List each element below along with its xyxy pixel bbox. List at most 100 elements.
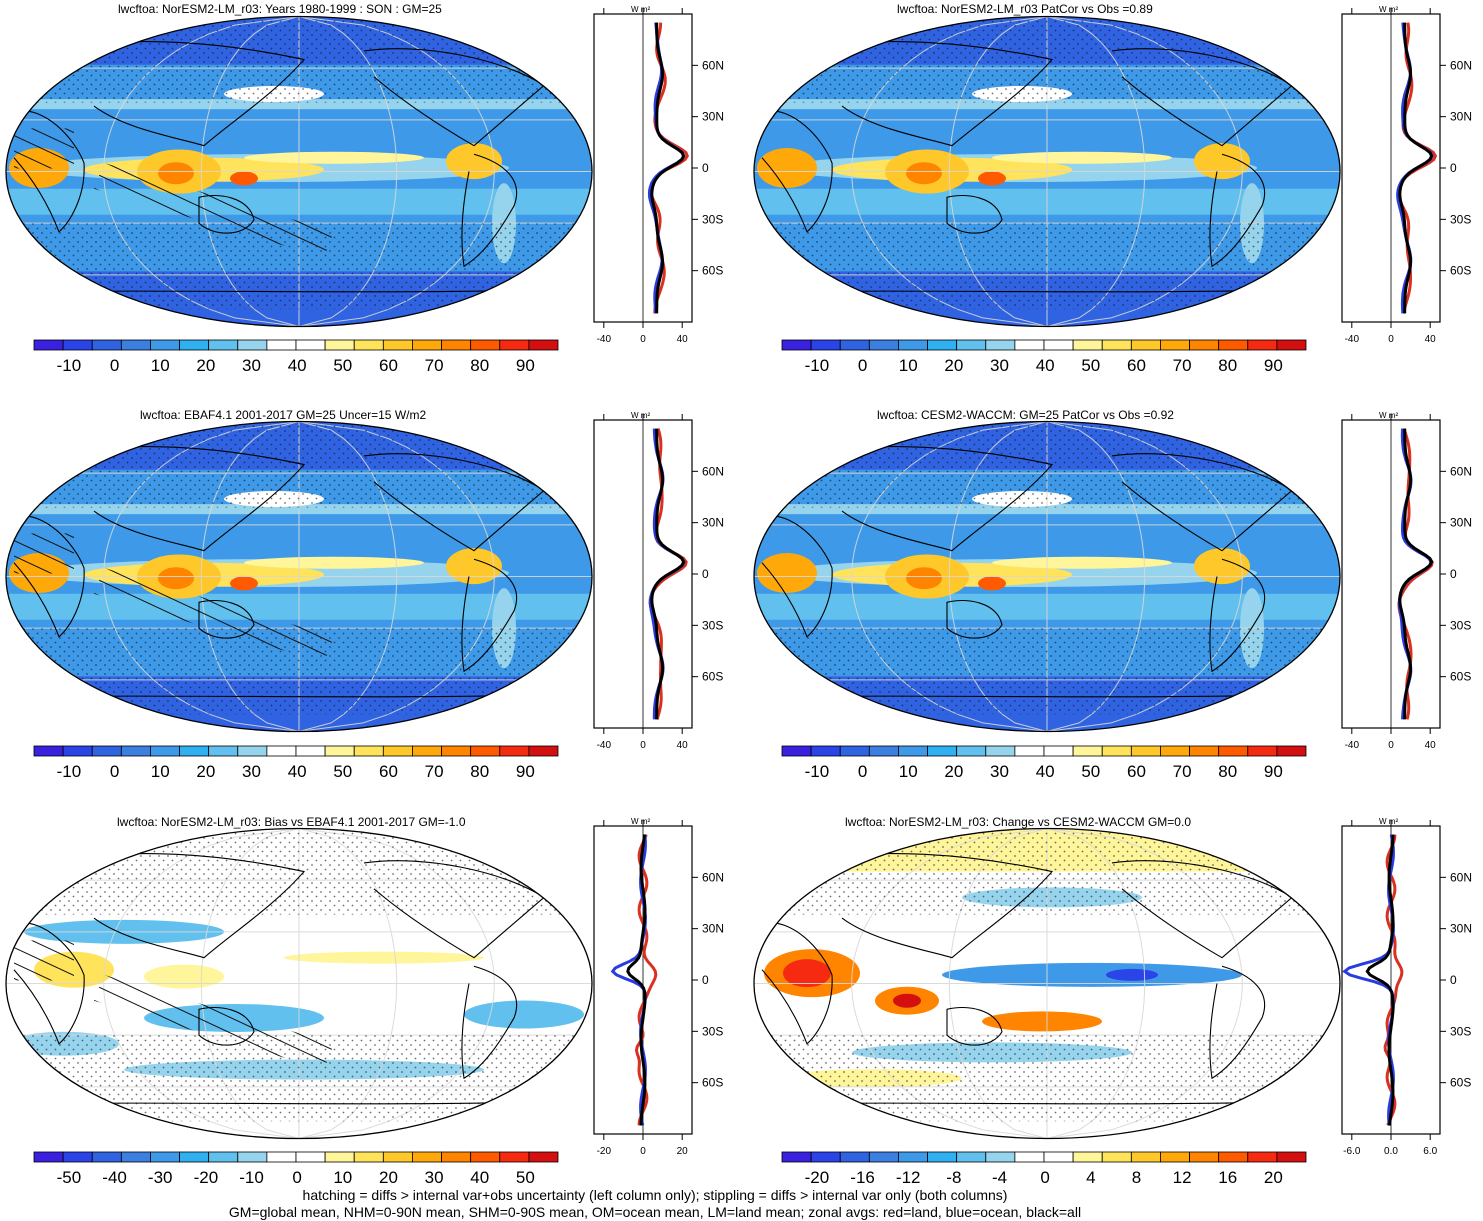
zonal-avg-plot-3: 60N 30N 0 30S 60S -40 0 40 W m² <box>593 411 724 751</box>
colorbar-swatch <box>353 745 384 757</box>
africa-outline <box>761 515 833 638</box>
colorbar-tick-label: 50 <box>1081 356 1100 375</box>
colorbar-swatch <box>120 339 151 351</box>
lat-label: 0 <box>1450 567 1457 581</box>
colorbar-tick-label: 80 <box>470 356 489 375</box>
africa-outline <box>761 922 833 1045</box>
lat-label: 60S <box>702 264 723 278</box>
colorbar-swatch <box>1043 339 1074 351</box>
lat-label: 60S <box>702 670 723 684</box>
south-america-outline <box>1209 558 1266 673</box>
lat-label: 30S <box>1450 618 1471 632</box>
lat-label: 30N <box>702 516 724 530</box>
north-america-outline <box>1111 48 1293 147</box>
colorbar-swatch <box>412 745 442 757</box>
africa-outline <box>13 110 85 233</box>
zonal-x-tick: -20 <box>597 1146 612 1157</box>
australia-outline <box>198 194 255 234</box>
colorbar-swatch <box>528 339 559 351</box>
africa-outline <box>13 922 85 1045</box>
colorbar-swatch <box>295 339 326 351</box>
zonal-x-tick: 0 <box>640 740 646 751</box>
map-change <box>753 827 1341 1140</box>
all-zonal-line <box>626 834 647 1126</box>
colorbar-tick-label: 0 <box>110 762 119 781</box>
australia-outline <box>198 1006 255 1046</box>
zonal-x-tick: -40 <box>1345 740 1360 751</box>
north-america-outline <box>363 453 545 552</box>
colorbar-swatch <box>1014 745 1045 757</box>
africa-outline <box>13 515 85 638</box>
colorbar-tick-label: 20 <box>944 356 963 375</box>
lat-label: 30N <box>1450 516 1472 530</box>
zonal-x-tick: 0.0 <box>1384 1146 1398 1157</box>
colorbar-swatch <box>810 339 841 351</box>
colorbar-tick-label: 20 <box>379 1168 398 1187</box>
colorbar-swatch <box>898 745 928 757</box>
colorbar-tick-label: 30 <box>990 356 1009 375</box>
colorbar-swatch <box>208 1151 239 1163</box>
colorbar-swatch <box>237 1151 268 1163</box>
eurasia-outline <box>811 41 1054 147</box>
map-border <box>753 420 1341 733</box>
colorbar-swatch <box>208 745 239 757</box>
zonal-x-tick: 0 <box>1388 334 1394 345</box>
zonal-avg-plot-1: 60N 30N 0 30S 60S -40 0 40 W m² <box>593 5 724 345</box>
panel-title-6: lwcftoa: NorESM2-LM_r03: Change vs CESM2… <box>845 815 1191 829</box>
all-zonal-line <box>650 22 686 314</box>
colorbar-swatch <box>1101 1151 1132 1163</box>
colorbar-swatch <box>412 339 442 351</box>
eurasia-outline <box>811 446 1054 552</box>
colorbar-swatch <box>33 1151 64 1163</box>
colorbar-swatch <box>1247 745 1278 757</box>
colorbar-swatch <box>1072 339 1103 351</box>
map-border <box>5 420 593 733</box>
north-america-outline <box>1111 860 1293 959</box>
colorbar-swatch <box>62 745 93 757</box>
colorbar-tick-label: 50 <box>516 1168 535 1187</box>
colorbar-swatch <box>927 1151 958 1163</box>
lat-label: 30N <box>1450 110 1472 124</box>
colorbar-tick-label: 40 <box>1036 762 1055 781</box>
colorbar-tick-label: 40 <box>288 356 307 375</box>
colorbar-tick-label: 40 <box>288 762 307 781</box>
colorbar-swatch <box>985 339 1016 351</box>
panel-title-1: lwcftoa: NorESM2-LM_r03: Years 1980-1999… <box>118 2 442 16</box>
north-america-outline <box>363 48 545 147</box>
colorbar-swatch <box>1160 1151 1190 1163</box>
colorbar-swatch <box>1189 1151 1220 1163</box>
lat-label: 0 <box>1450 973 1457 987</box>
colorbar-1: -10 0 10 20 30 40 50 60 70 80 90 <box>33 339 559 375</box>
colorbar-tick-label: -4 <box>992 1168 1007 1187</box>
colorbar-swatch <box>324 1151 355 1163</box>
map-border <box>5 827 593 1140</box>
map-model-mean <box>5 15 593 328</box>
zonal-x-tick: -6.0 <box>1343 1146 1361 1157</box>
colorbar-swatch <box>62 339 93 351</box>
zonal-avg-plot-2: 60N 30N 0 30S 60S -40 0 40 W m² <box>1341 5 1472 345</box>
colorbar-tick-label: -20 <box>194 1168 219 1187</box>
map-border <box>753 827 1341 1140</box>
colorbar-tick-label: 0 <box>1040 1168 1049 1187</box>
colorbar-swatch <box>1014 1151 1045 1163</box>
units-label: W m² <box>1379 411 1398 420</box>
colorbar-swatch <box>1276 745 1307 757</box>
colorbar-tick-label: 80 <box>1218 356 1237 375</box>
eurasia-outline <box>63 853 306 959</box>
land-zonal-line <box>634 834 658 1126</box>
lat-label: 30S <box>1450 212 1471 226</box>
colorbar-swatch <box>1101 339 1132 351</box>
colorbar-tick-label: 20 <box>196 356 215 375</box>
south-america-outline <box>461 153 518 268</box>
colorbar-swatch <box>266 339 297 351</box>
colorbar-tick-label: 60 <box>1127 762 1146 781</box>
colorbar-swatch <box>1160 745 1190 757</box>
colorbar-swatch <box>839 745 870 757</box>
colorbar-swatch <box>1072 1151 1103 1163</box>
all-zonal-line <box>1398 428 1434 720</box>
colorbar-tick-label: 50 <box>1081 762 1100 781</box>
zonal-x-tick: 6.0 <box>1423 1146 1437 1157</box>
colorbar-tick-label: 90 <box>516 762 535 781</box>
lat-label: 60N <box>702 464 724 478</box>
colorbar-swatch <box>382 339 413 351</box>
